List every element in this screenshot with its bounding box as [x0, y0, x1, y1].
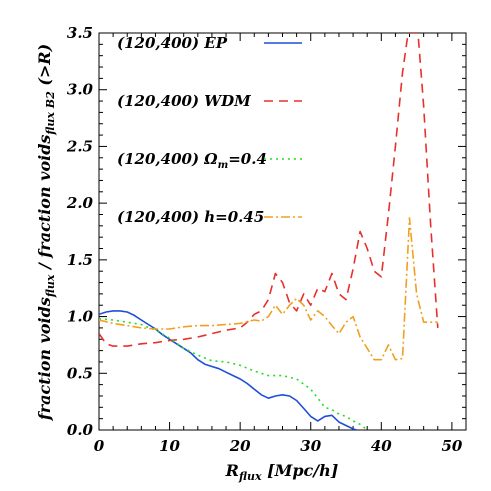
legend-label-text: (120,400) h=0.45: [117, 208, 264, 226]
legend-label-3: (120,400) Ωm=0.4: [117, 150, 267, 171]
y-tick-label: 3.0: [67, 81, 94, 99]
y-axis-title-p3: (>R): [35, 44, 54, 91]
series-line-2: [99, 33, 439, 347]
legend-label-2: (120,400) WDM: [117, 92, 251, 110]
y-tick-label: 0.0: [67, 421, 94, 439]
axis-ticks: [98, 32, 467, 431]
y-tick-label: 0.5: [67, 364, 93, 382]
y-axis-title-s2: flux B2: [44, 91, 57, 136]
legend-label-sub: m: [218, 160, 229, 171]
legend-label-text: (120,400) Ω: [117, 150, 218, 168]
x-axis-title-rest: [Mpc/h]: [262, 461, 339, 480]
x-tick-label: 20: [229, 437, 251, 455]
legend: (120,400) EP (120,400) WDM (120,400) Ωm=0.…: [117, 34, 302, 226]
legend-label-text: (120,400) WDM: [117, 92, 251, 110]
y-tick-label: 2.5: [66, 137, 93, 155]
y-tick-label: 1.5: [67, 251, 93, 269]
series-line-3: [99, 318, 368, 430]
x-tick-label: 40: [371, 437, 392, 455]
series-line-1: [99, 310, 357, 430]
y-tick-label: 1.0: [67, 308, 94, 326]
legend-label-4: (120,400) h=0.45: [117, 208, 264, 226]
x-axis-title-sub: flux: [238, 470, 262, 483]
legend-label-text: (120,400) EP: [117, 34, 228, 52]
y-tick-labels: 0.0 0.5 1.0 1.5 2.0 2.5 3.0 3.5: [66, 24, 94, 439]
y-tick-label: 2.0: [66, 194, 94, 212]
series-lines: [99, 33, 439, 430]
y-axis-title-s1: flux: [44, 274, 57, 298]
x-tick-labels: 0 10 20 30 40 50: [94, 437, 463, 455]
y-tick-label: 3.5: [67, 24, 93, 42]
y-axis-title-p1: fraction voids: [35, 297, 54, 421]
x-tick-label: 30: [300, 437, 321, 455]
legend-label-1: (120,400) EP: [117, 34, 228, 52]
series-line-4: [99, 217, 438, 361]
x-tick-label: 10: [159, 437, 180, 455]
x-tick-label: 50: [441, 437, 462, 455]
y-axis-title: fraction voidsflux / fraction voidsflux …: [35, 44, 57, 421]
x-axis-title: Rflux [Mpc/h]: [225, 461, 339, 483]
x-tick-label: 0: [94, 437, 105, 455]
y-axis-title-p2: / fraction voids: [35, 135, 54, 275]
x-axis-title-main: R: [225, 461, 239, 480]
legend-label-post: =0.4: [228, 150, 267, 168]
